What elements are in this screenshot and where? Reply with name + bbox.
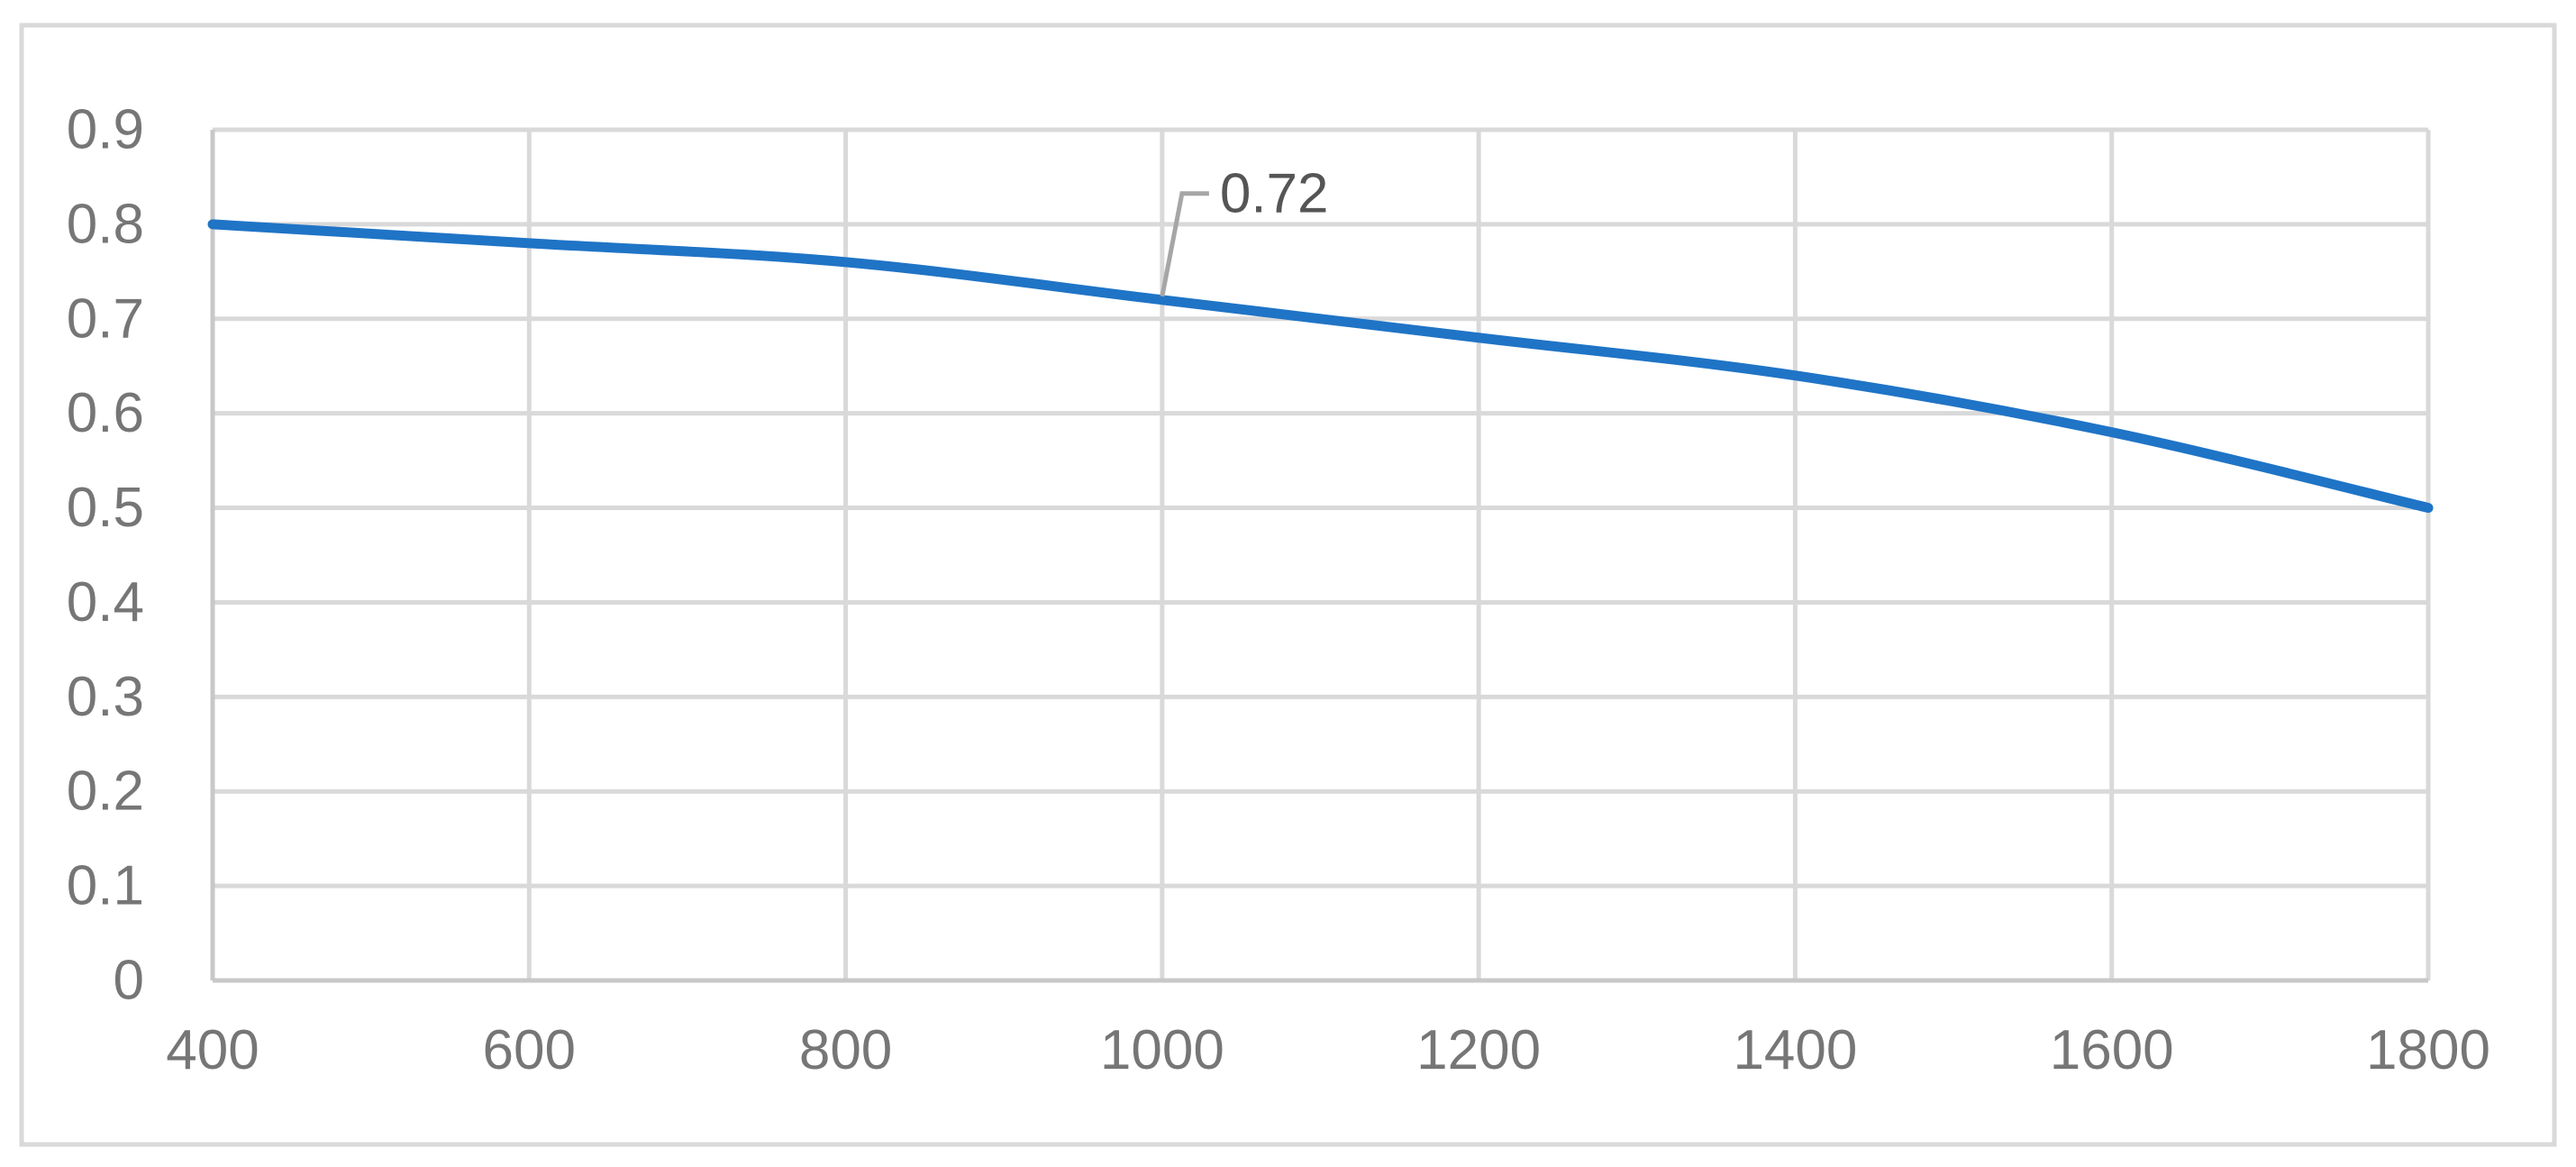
data-label-leader-line (1160, 191, 1209, 297)
x-tick-label: 1400 (1733, 1019, 1857, 1081)
x-tick-label: 600 (483, 1019, 576, 1081)
y-tick-label: 0.7 (67, 287, 144, 350)
series-line (207, 219, 2434, 514)
x-tick-label: 1200 (1416, 1019, 1541, 1081)
y-tick-label: 0.8 (67, 193, 144, 255)
y-tick-label: 0.4 (67, 571, 144, 634)
y-tick-label: 0.6 (67, 382, 144, 444)
x-tick-label: 400 (166, 1019, 259, 1081)
series-lines (207, 219, 2434, 514)
y-tick-label: 0 (114, 950, 144, 1012)
y-tick-label: 0.1 (67, 855, 144, 917)
x-tick-label: 1600 (2050, 1019, 2174, 1081)
axes (210, 130, 2428, 983)
y-tick-label: 0.3 (67, 666, 144, 728)
x-axis-tick-labels: 400 600 800 1000 1200 1400 1600 1800 (166, 1019, 2490, 1081)
y-tick-label: 0.5 (67, 477, 144, 539)
y-axis-tick-labels: 0 0.1 0.2 0.3 0.4 0.5 0.6 0.7 0.8 0.9 (67, 99, 144, 1012)
y-tick-label: 0.2 (67, 761, 144, 823)
y-tick-label: 0.9 (67, 99, 144, 161)
gridlines (213, 127, 2431, 980)
x-tick-label: 1000 (1100, 1019, 1224, 1081)
data-label: 0.72 (1220, 162, 1329, 224)
data-labels: 0.72 (1160, 162, 1329, 297)
x-tick-label: 800 (799, 1019, 892, 1081)
x-tick-label: 1800 (2366, 1019, 2490, 1081)
chart-border (19, 23, 2557, 1147)
